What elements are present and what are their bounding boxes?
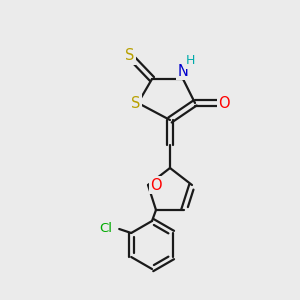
Text: O: O [150, 178, 162, 193]
Text: Cl: Cl [100, 221, 113, 235]
Text: N: N [178, 64, 188, 79]
Text: O: O [218, 95, 230, 110]
Text: H: H [185, 55, 195, 68]
Text: S: S [125, 49, 135, 64]
Text: S: S [131, 95, 141, 110]
